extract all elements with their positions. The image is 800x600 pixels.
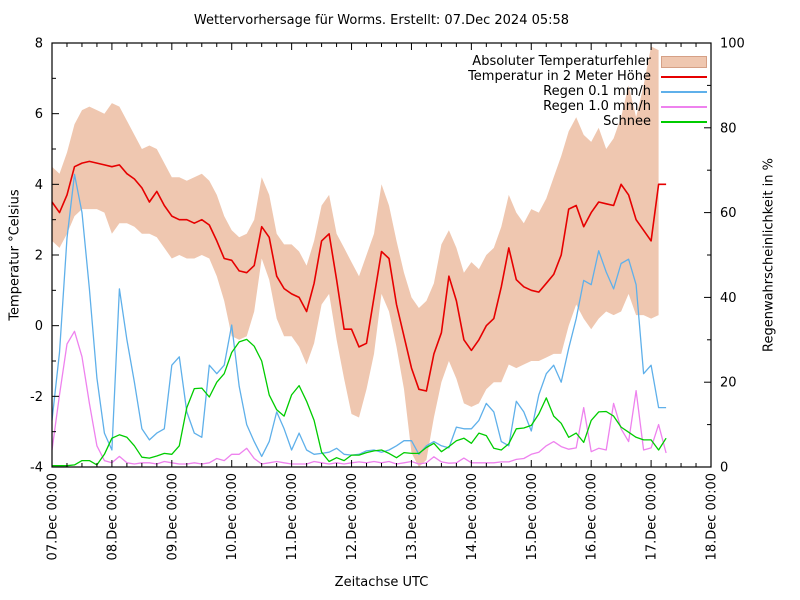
y-axis-label-right: Regenwahrscheinlichkeit in % — [761, 158, 777, 352]
svg-text:2: 2 — [35, 249, 43, 264]
blue-line-swatch — [661, 90, 707, 93]
svg-text:16.Dec 00:00: 16.Dec 00:00 — [585, 473, 600, 560]
legend-label: Regen 1.0 mm/h — [543, 99, 651, 114]
svg-text:60: 60 — [720, 206, 737, 221]
legend-item-rain-10: Regen 1.0 mm/h — [468, 99, 707, 114]
svg-text:10.Dec 00:00: 10.Dec 00:00 — [225, 473, 240, 560]
svg-text:09.Dec 00:00: 09.Dec 00:00 — [165, 473, 180, 560]
legend-item-snow: Schnee — [468, 114, 707, 129]
svg-text:4: 4 — [35, 178, 43, 193]
svg-text:07.Dec 00:00: 07.Dec 00:00 — [46, 473, 61, 560]
svg-text:13.Dec 00:00: 13.Dec 00:00 — [405, 473, 420, 560]
legend: Absoluter Temperaturfehler Temperatur in… — [468, 54, 707, 129]
svg-text:14.Dec 00:00: 14.Dec 00:00 — [465, 473, 480, 560]
svg-text:40: 40 — [720, 291, 737, 306]
legend-item-temperature-error: Absoluter Temperaturfehler — [468, 54, 707, 69]
legend-label: Temperatur in 2 Meter Höhe — [468, 69, 651, 84]
svg-text:-4: -4 — [30, 461, 43, 476]
svg-text:15.Dec 00:00: 15.Dec 00:00 — [525, 473, 540, 560]
svg-text:-2: -2 — [30, 390, 43, 405]
green-line-swatch — [661, 120, 707, 123]
legend-item-temperature: Temperatur in 2 Meter Höhe — [468, 69, 707, 84]
svg-text:8: 8 — [35, 37, 43, 52]
chart-title: Wettervorhersage für Worms. Erstellt: 07… — [193, 13, 570, 28]
svg-text:11.Dec 00:00: 11.Dec 00:00 — [285, 473, 300, 560]
band-swatch — [661, 55, 707, 68]
magenta-line-swatch — [661, 105, 707, 108]
svg-text:08.Dec 00:00: 08.Dec 00:00 — [105, 473, 120, 560]
svg-text:12.Dec 00:00: 12.Dec 00:00 — [345, 473, 360, 560]
x-axis-label: Zeitachse UTC — [334, 575, 429, 590]
y-axis-label-left: Temperatur °Celsius — [7, 189, 23, 321]
svg-text:0: 0 — [720, 461, 728, 476]
legend-label: Absoluter Temperaturfehler — [472, 54, 651, 69]
svg-text:20: 20 — [720, 376, 737, 391]
svg-text:18.Dec 00:00: 18.Dec 00:00 — [705, 473, 720, 560]
red-line-swatch — [661, 75, 707, 78]
legend-item-rain-01: Regen 0.1 mm/h — [468, 84, 707, 99]
svg-text:0: 0 — [35, 319, 43, 334]
legend-label: Schnee — [603, 114, 651, 129]
svg-text:17.Dec 00:00: 17.Dec 00:00 — [645, 473, 660, 560]
svg-text:100: 100 — [720, 37, 745, 52]
svg-text:6: 6 — [35, 107, 43, 122]
svg-text:80: 80 — [720, 121, 737, 136]
legend-label: Regen 0.1 mm/h — [543, 84, 651, 99]
